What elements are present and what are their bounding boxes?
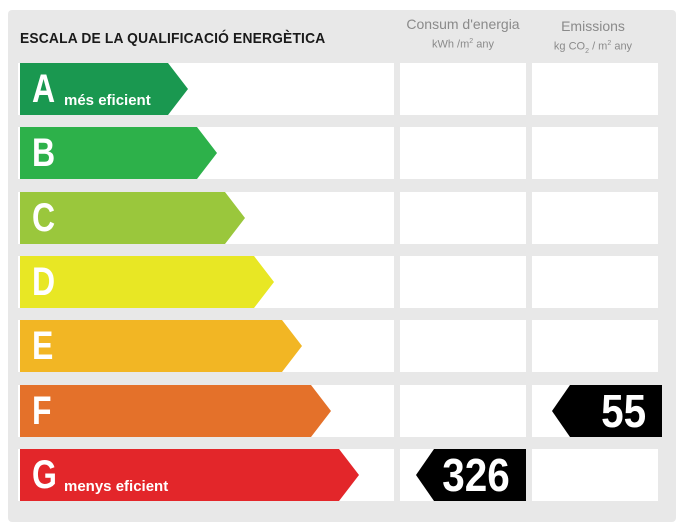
emissions-cell-e <box>532 320 658 372</box>
consum-column-header: Consum d'energia kWh /m2 any <box>400 16 526 52</box>
rating-letter: G <box>32 453 57 497</box>
rating-arrow-f <box>20 385 331 437</box>
rating-letter: B <box>32 131 56 175</box>
consum-heading: Consum d'energia <box>406 16 520 32</box>
emissions-column-header: Emissions kg CO2 / m2 any <box>532 18 654 59</box>
emissions-cell-a <box>532 63 658 115</box>
consum-cell-f <box>400 385 526 437</box>
emissions-cell-g <box>532 449 658 501</box>
emissions-rating-indicator: 55 <box>552 385 662 437</box>
rating-bar-b: B <box>20 127 217 179</box>
consum-cell-c <box>400 192 526 244</box>
rating-bar-c: C <box>20 192 245 244</box>
consum-unit: kWh /m2 any <box>432 38 494 51</box>
emissions-unit: kg CO2 / m2 any <box>553 40 633 55</box>
rating-arrow-b <box>20 127 217 179</box>
rating-letter: A <box>32 67 56 111</box>
emissions-heading: Emissions <box>561 18 625 34</box>
rating-arrow-c <box>20 192 245 244</box>
emissions-cell-c <box>532 192 658 244</box>
rating-bar-f: F <box>20 385 331 437</box>
consum-cell-a <box>400 63 526 115</box>
label-title: ESCALA DE LA QUALIFICACIÓ ENERGÈTICA <box>20 30 326 47</box>
rating-bar-e: E <box>20 320 302 372</box>
rating-letter: E <box>32 324 54 368</box>
rating-letter: F <box>32 389 52 433</box>
consum-rating-indicator: 326 <box>416 449 526 501</box>
rating-subtitle: menys eficient <box>64 478 169 495</box>
rating-arrow-d <box>20 256 274 308</box>
consum-cell-d <box>400 256 526 308</box>
rating-arrow-e <box>20 320 302 372</box>
rating-arrow-g <box>20 449 359 501</box>
emissions-indicator-arrow <box>552 385 662 437</box>
consum-cell-e <box>400 320 526 372</box>
consum-indicator-arrow <box>416 449 526 501</box>
rating-letter: C <box>32 196 56 240</box>
consum-rating-value: 326 <box>442 449 510 501</box>
rating-arrow-a <box>20 63 188 115</box>
rating-subtitle: més eficient <box>64 92 151 109</box>
rating-letter: D <box>32 260 56 304</box>
emissions-cell-d <box>532 256 658 308</box>
rating-bar-d: D <box>20 256 274 308</box>
emissions-cell-b <box>532 127 658 179</box>
emissions-rating-value: 55 <box>600 385 646 437</box>
consum-cell-b <box>400 127 526 179</box>
